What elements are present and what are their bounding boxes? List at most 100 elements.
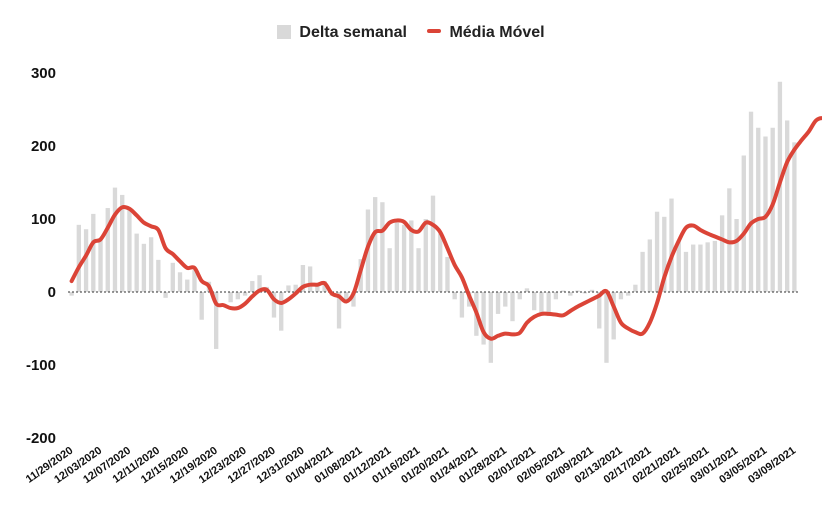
- legend-item-line[interactable]: Média Móvel: [427, 24, 545, 42]
- bar[interactable]: [582, 292, 587, 294]
- bar[interactable]: [409, 220, 414, 292]
- bar[interactable]: [654, 211, 660, 292]
- bar[interactable]: [539, 292, 544, 314]
- bar[interactable]: [401, 224, 407, 292]
- bar[interactable]: [235, 292, 241, 300]
- bar[interactable]: [148, 237, 154, 292]
- bar[interactable]: [112, 187, 118, 292]
- bar[interactable]: [394, 222, 400, 292]
- bar[interactable]: [727, 188, 732, 292]
- chart-legend: Delta semanal Média Móvel: [0, 24, 822, 42]
- bar[interactable]: [214, 292, 219, 349]
- bar[interactable]: [734, 219, 739, 292]
- bar[interactable]: [568, 292, 573, 296]
- bar[interactable]: [481, 292, 486, 345]
- bar[interactable]: [286, 285, 291, 292]
- bar[interactable]: [134, 233, 139, 292]
- bar[interactable]: [336, 292, 342, 329]
- bar[interactable]: [618, 292, 624, 300]
- bar[interactable]: [452, 292, 457, 300]
- bar[interactable]: [315, 283, 320, 292]
- bar[interactable]: [712, 240, 718, 292]
- bar[interactable]: [611, 292, 616, 340]
- bar[interactable]: [683, 251, 689, 292]
- bar[interactable]: [83, 229, 89, 292]
- bar[interactable]: [279, 292, 284, 331]
- bar[interactable]: [293, 284, 298, 292]
- moving-average-line: [69, 116, 822, 341]
- bar[interactable]: [792, 142, 797, 292]
- bar[interactable]: [387, 248, 392, 292]
- legend-swatch-line: [427, 29, 442, 33]
- bar[interactable]: [177, 272, 183, 292]
- bar[interactable]: [640, 251, 645, 292]
- bar[interactable]: [662, 216, 667, 292]
- bar[interactable]: [597, 292, 602, 329]
- bar[interactable]: [503, 292, 508, 307]
- bar[interactable]: [719, 215, 725, 292]
- bar[interactable]: [784, 120, 790, 292]
- bar[interactable]: [575, 290, 580, 292]
- bar[interactable]: [589, 289, 595, 292]
- bar[interactable]: [532, 292, 537, 311]
- bar[interactable]: [698, 244, 703, 292]
- y-axis: 300 200 100 0 -100 -200: [26, 65, 56, 447]
- bar[interactable]: [430, 195, 436, 292]
- bar[interactable]: [416, 248, 421, 292]
- bar[interactable]: [271, 292, 277, 318]
- bar[interactable]: [192, 270, 197, 292]
- bar[interactable]: [625, 292, 631, 296]
- bar[interactable]: [488, 292, 493, 363]
- bar[interactable]: [156, 259, 161, 292]
- bar[interactable]: [120, 194, 125, 292]
- bar[interactable]: [546, 292, 551, 317]
- bar[interactable]: [163, 292, 168, 298]
- y-tick-label: 100: [31, 211, 56, 228]
- bar[interactable]: [510, 292, 515, 322]
- bar[interactable]: [423, 219, 428, 292]
- bar[interactable]: [344, 292, 349, 300]
- bar[interactable]: [770, 127, 775, 292]
- bar[interactable]: [524, 288, 530, 292]
- bar[interactable]: [242, 292, 248, 296]
- bar[interactable]: [185, 279, 190, 292]
- bar[interactable]: [560, 290, 566, 292]
- bar[interactable]: [459, 292, 465, 318]
- y-tick-label: 300: [31, 65, 56, 82]
- bar[interactable]: [380, 202, 385, 292]
- bar[interactable]: [307, 266, 313, 292]
- bar[interactable]: [228, 292, 233, 303]
- bar[interactable]: [647, 239, 652, 292]
- bar[interactable]: [517, 292, 522, 300]
- bar[interactable]: [76, 224, 82, 292]
- bar[interactable]: [495, 292, 501, 314]
- bar[interactable]: [105, 208, 110, 292]
- bar[interactable]: [322, 281, 327, 292]
- bar[interactable]: [445, 256, 450, 292]
- bar[interactable]: [351, 292, 356, 307]
- bar[interactable]: [705, 242, 710, 292]
- bar[interactable]: [250, 281, 255, 292]
- bar[interactable]: [69, 292, 74, 296]
- bar[interactable]: [257, 275, 262, 292]
- bar[interactable]: [199, 292, 204, 320]
- bar[interactable]: [553, 292, 559, 300]
- bar[interactable]: [141, 243, 147, 292]
- bar[interactable]: [604, 292, 609, 363]
- bar[interactable]: [300, 264, 306, 292]
- bar[interactable]: [633, 284, 638, 292]
- bar[interactable]: [373, 197, 378, 292]
- bar[interactable]: [669, 198, 674, 292]
- bar[interactable]: [127, 209, 132, 292]
- bar[interactable]: [676, 240, 681, 292]
- bar[interactable]: [741, 155, 746, 292]
- legend-item-bars[interactable]: Delta semanal: [277, 24, 407, 42]
- bar[interactable]: [756, 127, 761, 292]
- bar[interactable]: [438, 233, 443, 292]
- bar[interactable]: [98, 238, 103, 292]
- bar[interactable]: [748, 111, 754, 292]
- bar[interactable]: [691, 244, 696, 292]
- bar[interactable]: [91, 213, 96, 292]
- bar[interactable]: [170, 262, 175, 292]
